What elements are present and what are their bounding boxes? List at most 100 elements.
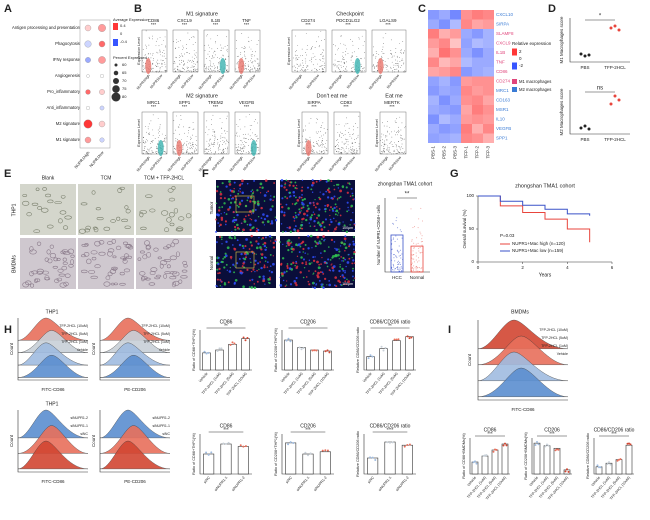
violin-frame bbox=[172, 29, 199, 73]
cell bbox=[233, 216, 235, 219]
cell-dot bbox=[210, 38, 212, 40]
replicate bbox=[244, 339, 247, 342]
cell bbox=[107, 271, 113, 277]
cell bbox=[255, 253, 257, 255]
cell-dot bbox=[255, 140, 257, 142]
cell-dot bbox=[181, 70, 183, 72]
cell bbox=[274, 240, 277, 243]
cell bbox=[351, 262, 354, 265]
cell-dot bbox=[189, 126, 191, 128]
cell-dot bbox=[324, 65, 326, 66]
cell bbox=[302, 276, 305, 279]
dot bbox=[84, 40, 92, 48]
cell-dot bbox=[147, 53, 149, 55]
cell-dot bbox=[208, 151, 209, 152]
cell bbox=[56, 277, 63, 282]
cell-dot bbox=[356, 152, 357, 154]
cell-dot bbox=[214, 71, 216, 72]
cell-dot bbox=[313, 145, 315, 147]
cell bbox=[142, 254, 148, 260]
cell-dot bbox=[410, 208, 412, 210]
cell-dot bbox=[248, 145, 250, 146]
cell-dot bbox=[352, 134, 353, 135]
cell-dot bbox=[214, 69, 216, 71]
cell bbox=[241, 179, 244, 183]
cell-dot bbox=[322, 139, 323, 141]
cell bbox=[286, 197, 289, 200]
cell-dot bbox=[345, 130, 346, 131]
cell-dot bbox=[301, 68, 302, 70]
cell bbox=[300, 256, 303, 259]
label: TFP-1 bbox=[464, 146, 469, 159]
cell-dot bbox=[391, 131, 393, 133]
cell-dot bbox=[399, 67, 401, 69]
cell-dot bbox=[354, 51, 355, 53]
cell-dot bbox=[221, 127, 223, 129]
cell-dot bbox=[226, 131, 228, 132]
cell-dot bbox=[305, 138, 306, 140]
cell-dot bbox=[165, 151, 167, 153]
cell bbox=[351, 269, 354, 272]
label: NUPR1low bbox=[211, 73, 225, 89]
cell-dot bbox=[235, 135, 237, 137]
cell-dot bbox=[383, 150, 384, 152]
cell bbox=[295, 262, 298, 265]
cell-dot bbox=[353, 69, 355, 71]
cell-dot bbox=[251, 56, 253, 58]
dot bbox=[100, 74, 104, 78]
cell bbox=[159, 263, 164, 269]
cell bbox=[291, 251, 293, 253]
cell-dot bbox=[392, 222, 394, 224]
cell-dot bbox=[214, 138, 216, 140]
cell bbox=[164, 227, 170, 232]
cell-dot bbox=[205, 148, 207, 150]
cell bbox=[236, 204, 239, 207]
cell-dot bbox=[312, 64, 314, 66]
cell bbox=[163, 246, 170, 250]
cell-dot bbox=[174, 152, 176, 154]
cell-dot bbox=[312, 57, 314, 58]
cell-dot bbox=[252, 70, 254, 72]
replicate bbox=[403, 445, 406, 448]
cell bbox=[243, 220, 247, 223]
cell bbox=[126, 255, 132, 259]
cell-dot bbox=[175, 129, 176, 131]
cell-dot bbox=[151, 140, 153, 142]
label: siNUPR1-2 bbox=[152, 416, 170, 420]
heat-cell bbox=[483, 57, 494, 67]
cell bbox=[322, 286, 325, 289]
cell-dot bbox=[236, 152, 238, 154]
cell-dot bbox=[397, 266, 399, 268]
cell bbox=[286, 226, 288, 229]
bar bbox=[323, 350, 332, 371]
cell bbox=[351, 192, 354, 195]
cell-dot bbox=[323, 149, 324, 151]
cell-dot bbox=[394, 130, 396, 132]
bar bbox=[533, 442, 541, 475]
cell-dot bbox=[176, 42, 177, 44]
cell bbox=[248, 286, 251, 288]
cell-dot bbox=[184, 63, 185, 65]
bar bbox=[285, 442, 297, 475]
label: TFP-3 bbox=[486, 146, 491, 159]
cell-dot bbox=[219, 61, 221, 63]
cell-dot bbox=[226, 69, 228, 70]
cell-dot bbox=[179, 70, 181, 71]
cell-dot bbox=[297, 55, 299, 56]
cell-dot bbox=[420, 268, 422, 270]
cell bbox=[350, 218, 353, 222]
label: LGALS9 bbox=[379, 18, 397, 23]
cell bbox=[312, 273, 314, 275]
cell bbox=[295, 260, 298, 263]
cell-dot bbox=[173, 69, 175, 70]
cell bbox=[236, 262, 239, 265]
cell-dot bbox=[320, 150, 322, 152]
cell-dot bbox=[178, 126, 180, 128]
cell-dot bbox=[176, 39, 177, 41]
cell-dot bbox=[240, 153, 242, 155]
cell-dot bbox=[393, 237, 395, 239]
cell bbox=[258, 236, 260, 239]
cell-dot bbox=[179, 64, 181, 65]
cell-dot bbox=[148, 133, 149, 134]
axis bbox=[17, 318, 88, 381]
